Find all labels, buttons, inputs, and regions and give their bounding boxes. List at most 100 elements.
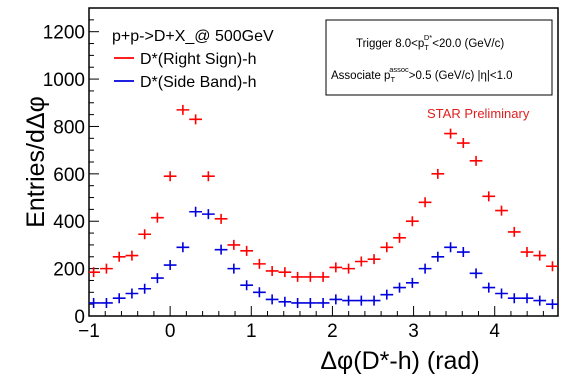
data-point [444, 128, 457, 139]
data-point [367, 295, 381, 306]
x-tick-label: 3 [408, 321, 419, 342]
data-point [418, 263, 432, 274]
data-point [456, 138, 470, 149]
y-tick-label: 1200 [43, 23, 85, 44]
x-tick-label: 2 [327, 321, 338, 342]
data-marks [89, 104, 558, 310]
data-point [431, 251, 445, 262]
y-tick-label: 1000 [43, 70, 85, 91]
data-point [278, 296, 292, 307]
y-axis-title: Entries/dΔφ [22, 96, 50, 228]
star-preliminary-label: STAR Preliminary [427, 106, 530, 121]
y-tick-label: 600 [53, 165, 85, 186]
legend-label-right-sign: D*(Right Sign)-h [140, 51, 256, 68]
data-point [176, 242, 190, 253]
data-point [405, 216, 419, 227]
data-point [125, 288, 139, 299]
series-right-sign [89, 104, 558, 282]
associate-text: Associate pTassoc>0.5 (GeV/c) |η|<1.0 [331, 65, 513, 84]
data-point [469, 268, 483, 279]
data-point [138, 283, 152, 294]
data-point [189, 206, 202, 217]
x-axis-title: Δφ(D*-h) (rad) [320, 347, 479, 375]
data-point [201, 171, 215, 182]
data-point [253, 258, 266, 269]
data-point [507, 226, 521, 237]
data-point [393, 282, 406, 293]
data-point [533, 295, 547, 306]
data-point [495, 288, 508, 299]
series-side-band [89, 206, 558, 310]
data-point [329, 294, 343, 305]
x-tick-label: 1 [246, 321, 257, 342]
data-point [482, 282, 496, 293]
data-point [291, 271, 304, 282]
data-point [393, 232, 406, 243]
data-point [227, 239, 241, 250]
data-point [533, 250, 547, 261]
data-point [444, 242, 457, 253]
data-point [482, 191, 496, 202]
data-point [265, 294, 279, 305]
data-point [342, 295, 355, 306]
data-point [316, 297, 330, 308]
data-point [100, 297, 113, 308]
y-tick-label: 200 [53, 260, 85, 281]
legend-header: p+p->D+X_@ 500GeV [112, 28, 274, 45]
data-point [303, 271, 317, 282]
x-tick-label: −1 [78, 321, 100, 342]
data-point [176, 104, 190, 115]
trigger-text: Trigger 8.0<pTD*<20.0 (GeV/c) [356, 33, 504, 52]
data-point [507, 293, 521, 304]
data-point [520, 247, 534, 258]
data-point [125, 250, 139, 261]
data-point [291, 297, 304, 308]
data-point [138, 229, 152, 240]
legend-label-side-band: D*(Side Band)-h [140, 74, 257, 91]
data-point [495, 205, 508, 216]
data-point [329, 262, 343, 273]
data-point [418, 197, 432, 208]
data-point [151, 273, 164, 284]
data-point [253, 287, 266, 298]
data-point [189, 114, 202, 125]
data-point [303, 297, 317, 308]
x-tick-label: 0 [165, 321, 176, 342]
data-point [265, 265, 279, 276]
data-point [431, 168, 445, 179]
y-tick-label: 800 [53, 117, 85, 138]
data-point [367, 254, 381, 265]
data-point [342, 263, 355, 274]
data-point [151, 212, 164, 223]
legend: p+p->D+X_@ 500GeV D*(Right Sign)-h D*(Si… [112, 28, 274, 91]
data-point [469, 155, 483, 166]
data-point [240, 280, 254, 291]
data-point [354, 295, 368, 306]
data-point [380, 242, 394, 253]
data-point [112, 293, 126, 304]
data-point [546, 261, 558, 272]
y-tick-label: 400 [53, 212, 85, 233]
data-point [227, 263, 241, 274]
data-point [546, 299, 558, 310]
data-point [405, 277, 419, 288]
data-point [201, 209, 215, 220]
data-point [354, 256, 368, 267]
data-point [89, 267, 100, 278]
data-point [100, 263, 113, 274]
data-point [520, 293, 534, 304]
data-point [163, 260, 177, 271]
data-point [89, 297, 100, 308]
x-tick-label: 4 [489, 321, 500, 342]
y-tick-label: 0 [74, 307, 85, 328]
data-point [278, 267, 292, 278]
data-point [214, 244, 228, 255]
info-box: Trigger 8.0<pTD*<20.0 (GeV/c) Associate … [325, 19, 553, 96]
data-point [240, 245, 254, 256]
data-point [456, 247, 470, 258]
info-box-frame [325, 19, 553, 96]
data-point [316, 271, 330, 282]
data-point [112, 251, 126, 262]
